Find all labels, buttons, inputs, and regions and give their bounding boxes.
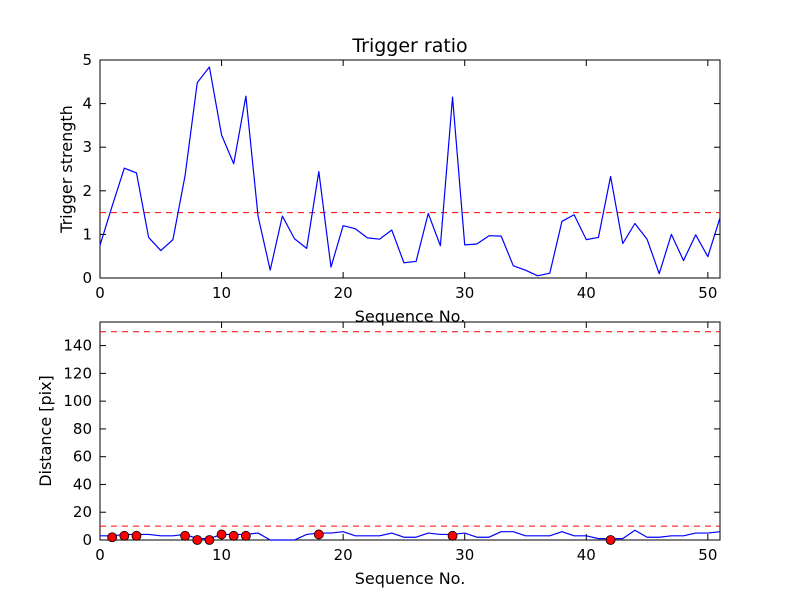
y-tick-label: 3: [82, 138, 92, 156]
chart-title: Trigger ratio: [351, 35, 467, 57]
y-tick-label: 100: [63, 392, 92, 410]
y-tick-label: 60: [73, 448, 92, 466]
y-tick-label: 2: [82, 182, 92, 200]
data-point: [240, 530, 251, 541]
x-tick-label: 40: [577, 546, 596, 564]
y-tick-label: 1: [82, 225, 92, 243]
x-tick-label: 0: [95, 284, 105, 302]
data-point: [605, 535, 616, 545]
x-tick-label: 40: [577, 284, 596, 302]
x-axis-label: Sequence No.: [355, 569, 466, 588]
chart-panel-distance: 0 10 20 30 40 50 0 20 40 60 80 100 120 140 Sequence No…: [36, 321, 721, 588]
data-point: [313, 529, 324, 540]
x-tick-label: 50: [698, 284, 717, 302]
x-tick-label: 50: [698, 546, 717, 564]
data-point: [447, 530, 458, 541]
x-axis-label: Sequence No.: [355, 307, 466, 326]
series-line: [99, 66, 721, 277]
data-point: [131, 530, 142, 541]
y-tick-label: 5: [82, 51, 92, 69]
y-axis-label: Distance [pix]: [36, 375, 55, 487]
x-tick-label: 20: [334, 546, 353, 564]
y-tick-label: 80: [73, 420, 92, 438]
y-tick-label: 4: [82, 95, 92, 113]
y-tick-label: 20: [73, 503, 92, 521]
x-tick-label: 30: [455, 546, 474, 564]
y-tick-label: 120: [63, 364, 92, 382]
x-tick-label: 20: [334, 284, 353, 302]
data-point: [228, 530, 239, 541]
data-point: [216, 529, 227, 540]
chart-panel-trigger-ratio: 0 10 20 30 40 50 0 1 2 3 4 5 Trigger ratio Sequence N…: [57, 35, 721, 326]
series-line: [100, 529, 721, 541]
x-tick-label: 0: [95, 546, 105, 564]
data-point: [107, 532, 118, 543]
y-tick-label: 0: [82, 269, 92, 287]
data-point: [192, 535, 203, 545]
y-axis-label: Trigger strength: [57, 105, 76, 234]
y-tick-label: 140: [63, 337, 92, 355]
plot-frame: [99, 321, 721, 541]
data-point: [180, 530, 190, 541]
x-tick-label: 30: [455, 284, 474, 302]
y-tick-label: 0: [82, 531, 92, 549]
x-tick-label: 10: [212, 284, 231, 302]
plot-frame: [99, 59, 721, 279]
data-point: [119, 530, 130, 541]
y-tick-label: 40: [73, 475, 92, 493]
data-point: [204, 535, 215, 545]
x-tick-label: 10: [212, 546, 231, 564]
